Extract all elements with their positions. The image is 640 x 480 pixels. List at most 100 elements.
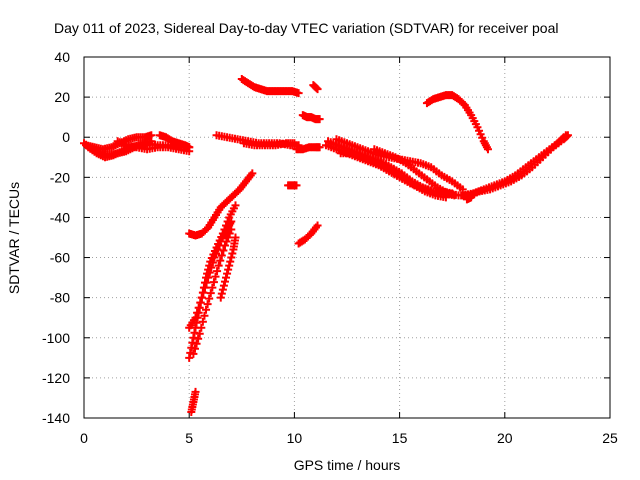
data-point	[231, 201, 240, 210]
data-point	[187, 343, 196, 352]
data-point	[459, 99, 468, 108]
y-axis-label: SDTVAR / TECUs	[6, 182, 22, 294]
y-tick-label: -80	[50, 290, 70, 306]
data-point	[227, 253, 236, 262]
x-axis-label: GPS time / hours	[294, 457, 401, 473]
data-point	[227, 225, 236, 234]
data-point	[226, 257, 235, 266]
x-tick-label: 20	[497, 430, 513, 446]
data-point	[206, 289, 215, 298]
data-point	[192, 339, 201, 348]
series-arc-9	[185, 217, 236, 332]
data-point	[208, 258, 217, 267]
series-arc-16	[284, 181, 301, 190]
data-point	[223, 269, 232, 278]
data-point	[197, 323, 206, 332]
grid-lines	[84, 57, 610, 418]
series-arc-15	[237, 75, 303, 98]
data-point	[313, 221, 322, 230]
data-point	[220, 241, 229, 250]
data-point	[210, 253, 219, 262]
data-point	[220, 277, 229, 286]
data-point	[224, 265, 233, 274]
data-point	[147, 131, 156, 140]
data-point	[315, 115, 324, 124]
x-tick-label: 0	[80, 430, 88, 446]
x-tick-label: 15	[392, 430, 408, 446]
series-arc-14	[239, 139, 299, 150]
data-point	[217, 289, 226, 298]
data-point	[189, 333, 198, 342]
y-tick-label: -40	[50, 209, 70, 225]
data-point	[225, 229, 234, 238]
data-point	[191, 313, 200, 322]
y-tick-label: -120	[42, 370, 70, 386]
data-point	[467, 193, 476, 202]
y-tick-label: 20	[54, 89, 70, 105]
series-arc-20	[292, 143, 324, 154]
data-point	[313, 85, 322, 94]
data-point	[195, 329, 204, 338]
data-point	[204, 273, 213, 282]
y-tick-label: -20	[50, 169, 70, 185]
y-tick-label: 0	[62, 129, 70, 145]
data-point	[194, 303, 203, 312]
data-point	[216, 256, 225, 265]
data-point	[189, 349, 198, 358]
data-point	[219, 246, 228, 255]
data-point	[205, 294, 214, 303]
data-point	[185, 353, 194, 362]
data-point	[200, 311, 209, 320]
data-point	[214, 261, 223, 270]
data-point	[561, 131, 570, 140]
data-point	[199, 288, 208, 297]
series-arc-11	[187, 387, 200, 416]
data-point	[202, 224, 211, 233]
data-point	[202, 278, 211, 287]
chart-title: Day 011 of 2023, Sidereal Day-to-day VTE…	[54, 20, 558, 36]
series-arc-6	[143, 139, 194, 152]
series-arc-17	[294, 221, 322, 248]
series-arc-7	[185, 169, 257, 240]
data-point	[211, 272, 220, 281]
data-point	[224, 233, 233, 242]
data-point	[292, 181, 301, 190]
data-point	[222, 237, 231, 246]
data-point	[312, 84, 321, 93]
data-point	[212, 249, 221, 258]
data-point	[315, 143, 324, 152]
data-point	[222, 273, 231, 282]
series-arc-19	[309, 81, 322, 94]
series-arc-24	[336, 149, 450, 202]
data-point	[213, 267, 222, 276]
data-point	[225, 261, 234, 270]
data-point	[190, 328, 199, 337]
data-point	[196, 298, 205, 307]
data-point	[208, 283, 217, 292]
series-arc-18	[298, 111, 324, 124]
data-point	[198, 317, 207, 326]
y-tick-label: -100	[42, 330, 70, 346]
data-point	[209, 278, 218, 287]
data-point	[185, 143, 194, 152]
series-arc-27	[462, 193, 476, 204]
axis-ticks: 0 5 10 15 20 25 -140 -120 -100 -80 -60 -40 -20 0 20 40	[42, 49, 618, 446]
series-arc-25	[370, 131, 572, 200]
data-point	[205, 268, 214, 277]
series-arc-23	[332, 135, 467, 194]
data-point	[216, 293, 225, 302]
data-point	[231, 233, 240, 242]
x-tick-label: 5	[185, 430, 193, 446]
series-arc-10	[189, 225, 236, 358]
data-point	[194, 334, 203, 343]
data-point	[290, 139, 299, 148]
data-point	[197, 293, 206, 302]
data-point	[191, 387, 200, 396]
y-tick-label: -140	[42, 410, 70, 426]
data-point	[228, 249, 237, 258]
data-point	[202, 305, 211, 314]
y-tick-label: -60	[50, 250, 70, 266]
data-point	[218, 285, 227, 294]
x-tick-label: 10	[287, 430, 303, 446]
